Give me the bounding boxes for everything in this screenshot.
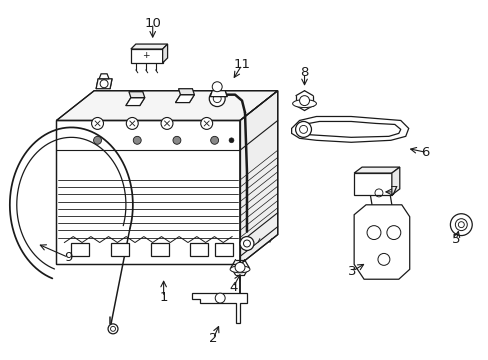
Text: 6: 6 [421,146,429,159]
Polygon shape [71,243,89,256]
Circle shape [93,136,102,144]
Polygon shape [190,243,208,256]
Polygon shape [291,117,408,142]
Polygon shape [215,243,233,256]
Polygon shape [353,205,409,279]
Polygon shape [163,44,167,63]
Circle shape [299,96,309,105]
Polygon shape [129,92,144,98]
Polygon shape [240,91,277,264]
Circle shape [201,117,212,129]
Circle shape [126,117,138,129]
Circle shape [212,82,222,92]
Text: 7: 7 [389,185,397,198]
Circle shape [235,262,244,272]
Ellipse shape [292,100,316,108]
Polygon shape [353,173,391,195]
Text: +: + [142,51,149,60]
Text: 5: 5 [451,233,460,246]
Circle shape [449,214,471,235]
Text: 10: 10 [144,17,161,30]
Polygon shape [131,44,167,49]
Text: 2: 2 [208,332,217,345]
Polygon shape [56,91,277,121]
Circle shape [228,138,233,143]
Text: 1: 1 [159,291,167,303]
Circle shape [209,91,224,107]
Circle shape [295,121,311,137]
Polygon shape [175,95,194,103]
Circle shape [215,293,224,303]
Circle shape [454,219,467,231]
Polygon shape [192,293,246,323]
Circle shape [366,226,380,239]
Circle shape [108,324,118,334]
Polygon shape [131,49,163,63]
Circle shape [386,226,400,239]
Polygon shape [210,91,226,96]
Circle shape [210,136,218,144]
Polygon shape [391,167,399,195]
Text: 9: 9 [64,251,72,264]
Circle shape [240,237,253,251]
Polygon shape [353,167,399,173]
Text: 11: 11 [233,58,250,71]
Text: 8: 8 [300,66,308,79]
Text: 4: 4 [228,281,237,294]
Ellipse shape [230,266,249,273]
Circle shape [377,253,389,265]
Circle shape [161,117,173,129]
Circle shape [173,136,181,144]
Polygon shape [56,121,240,264]
Polygon shape [96,79,112,89]
Polygon shape [99,74,109,79]
Polygon shape [111,243,129,256]
Text: 3: 3 [347,265,356,278]
Circle shape [133,136,141,144]
Polygon shape [126,98,144,105]
Polygon shape [150,243,168,256]
Polygon shape [178,89,194,95]
Circle shape [91,117,103,129]
